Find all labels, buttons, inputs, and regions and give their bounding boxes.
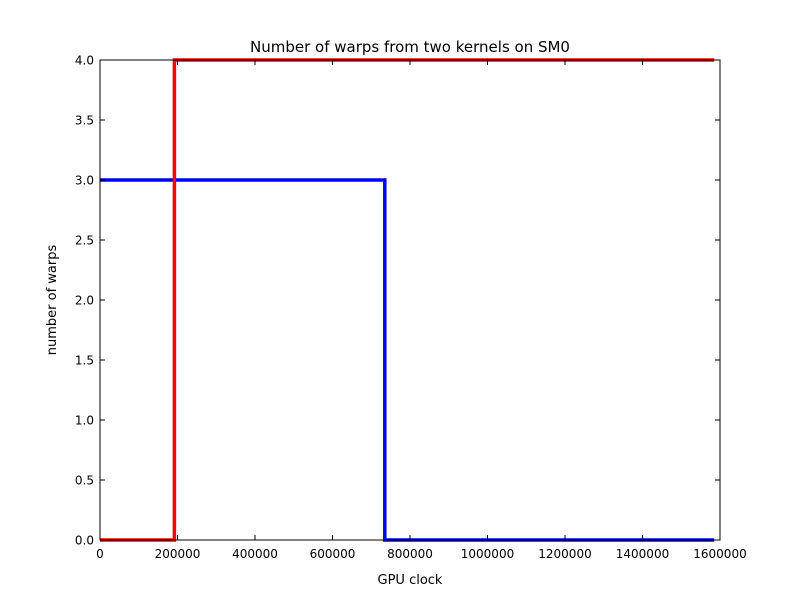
y-tick-label-6: 3.0: [75, 174, 94, 188]
x-axis: 0 200000 400000 600000 800000 1000000 1200000 1…: [96, 60, 747, 561]
y-axis-label: number of warps: [45, 245, 60, 356]
y-tick-label-7: 3.5: [75, 114, 94, 128]
x-tick-label-7: 1400000: [616, 547, 669, 561]
x-tick-label-0: 0: [96, 547, 104, 561]
chart-title: Number of warps from two kernels on SM0: [250, 38, 570, 56]
x-tick-label-1: 200000: [155, 547, 201, 561]
y-tick-label-8: 4.0: [75, 54, 94, 68]
x-tick-label-3: 600000: [310, 547, 356, 561]
x-tick-label-2: 400000: [232, 547, 278, 561]
y-tick-label-4: 2.0: [75, 294, 94, 308]
x-tick-label-4: 800000: [387, 547, 433, 561]
x-axis-label: GPU clock: [378, 573, 443, 588]
y-tick-label-2: 1.0: [75, 414, 94, 428]
x-tick-label-8: 1600000: [693, 547, 746, 561]
y-tick-label-3: 1.5: [75, 354, 94, 368]
x-tick-label-5: 1000000: [461, 547, 514, 561]
y-tick-label-1: 0.5: [75, 474, 94, 488]
y-tick-label-0: 0.0: [75, 534, 94, 548]
y-axis: 0.0 0.5 1.0 1.5 2.0 2.5 3.0 3.5 4.0: [75, 54, 720, 548]
x-tick-label-6: 1200000: [538, 547, 591, 561]
y-tick-label-5: 2.5: [75, 234, 94, 248]
